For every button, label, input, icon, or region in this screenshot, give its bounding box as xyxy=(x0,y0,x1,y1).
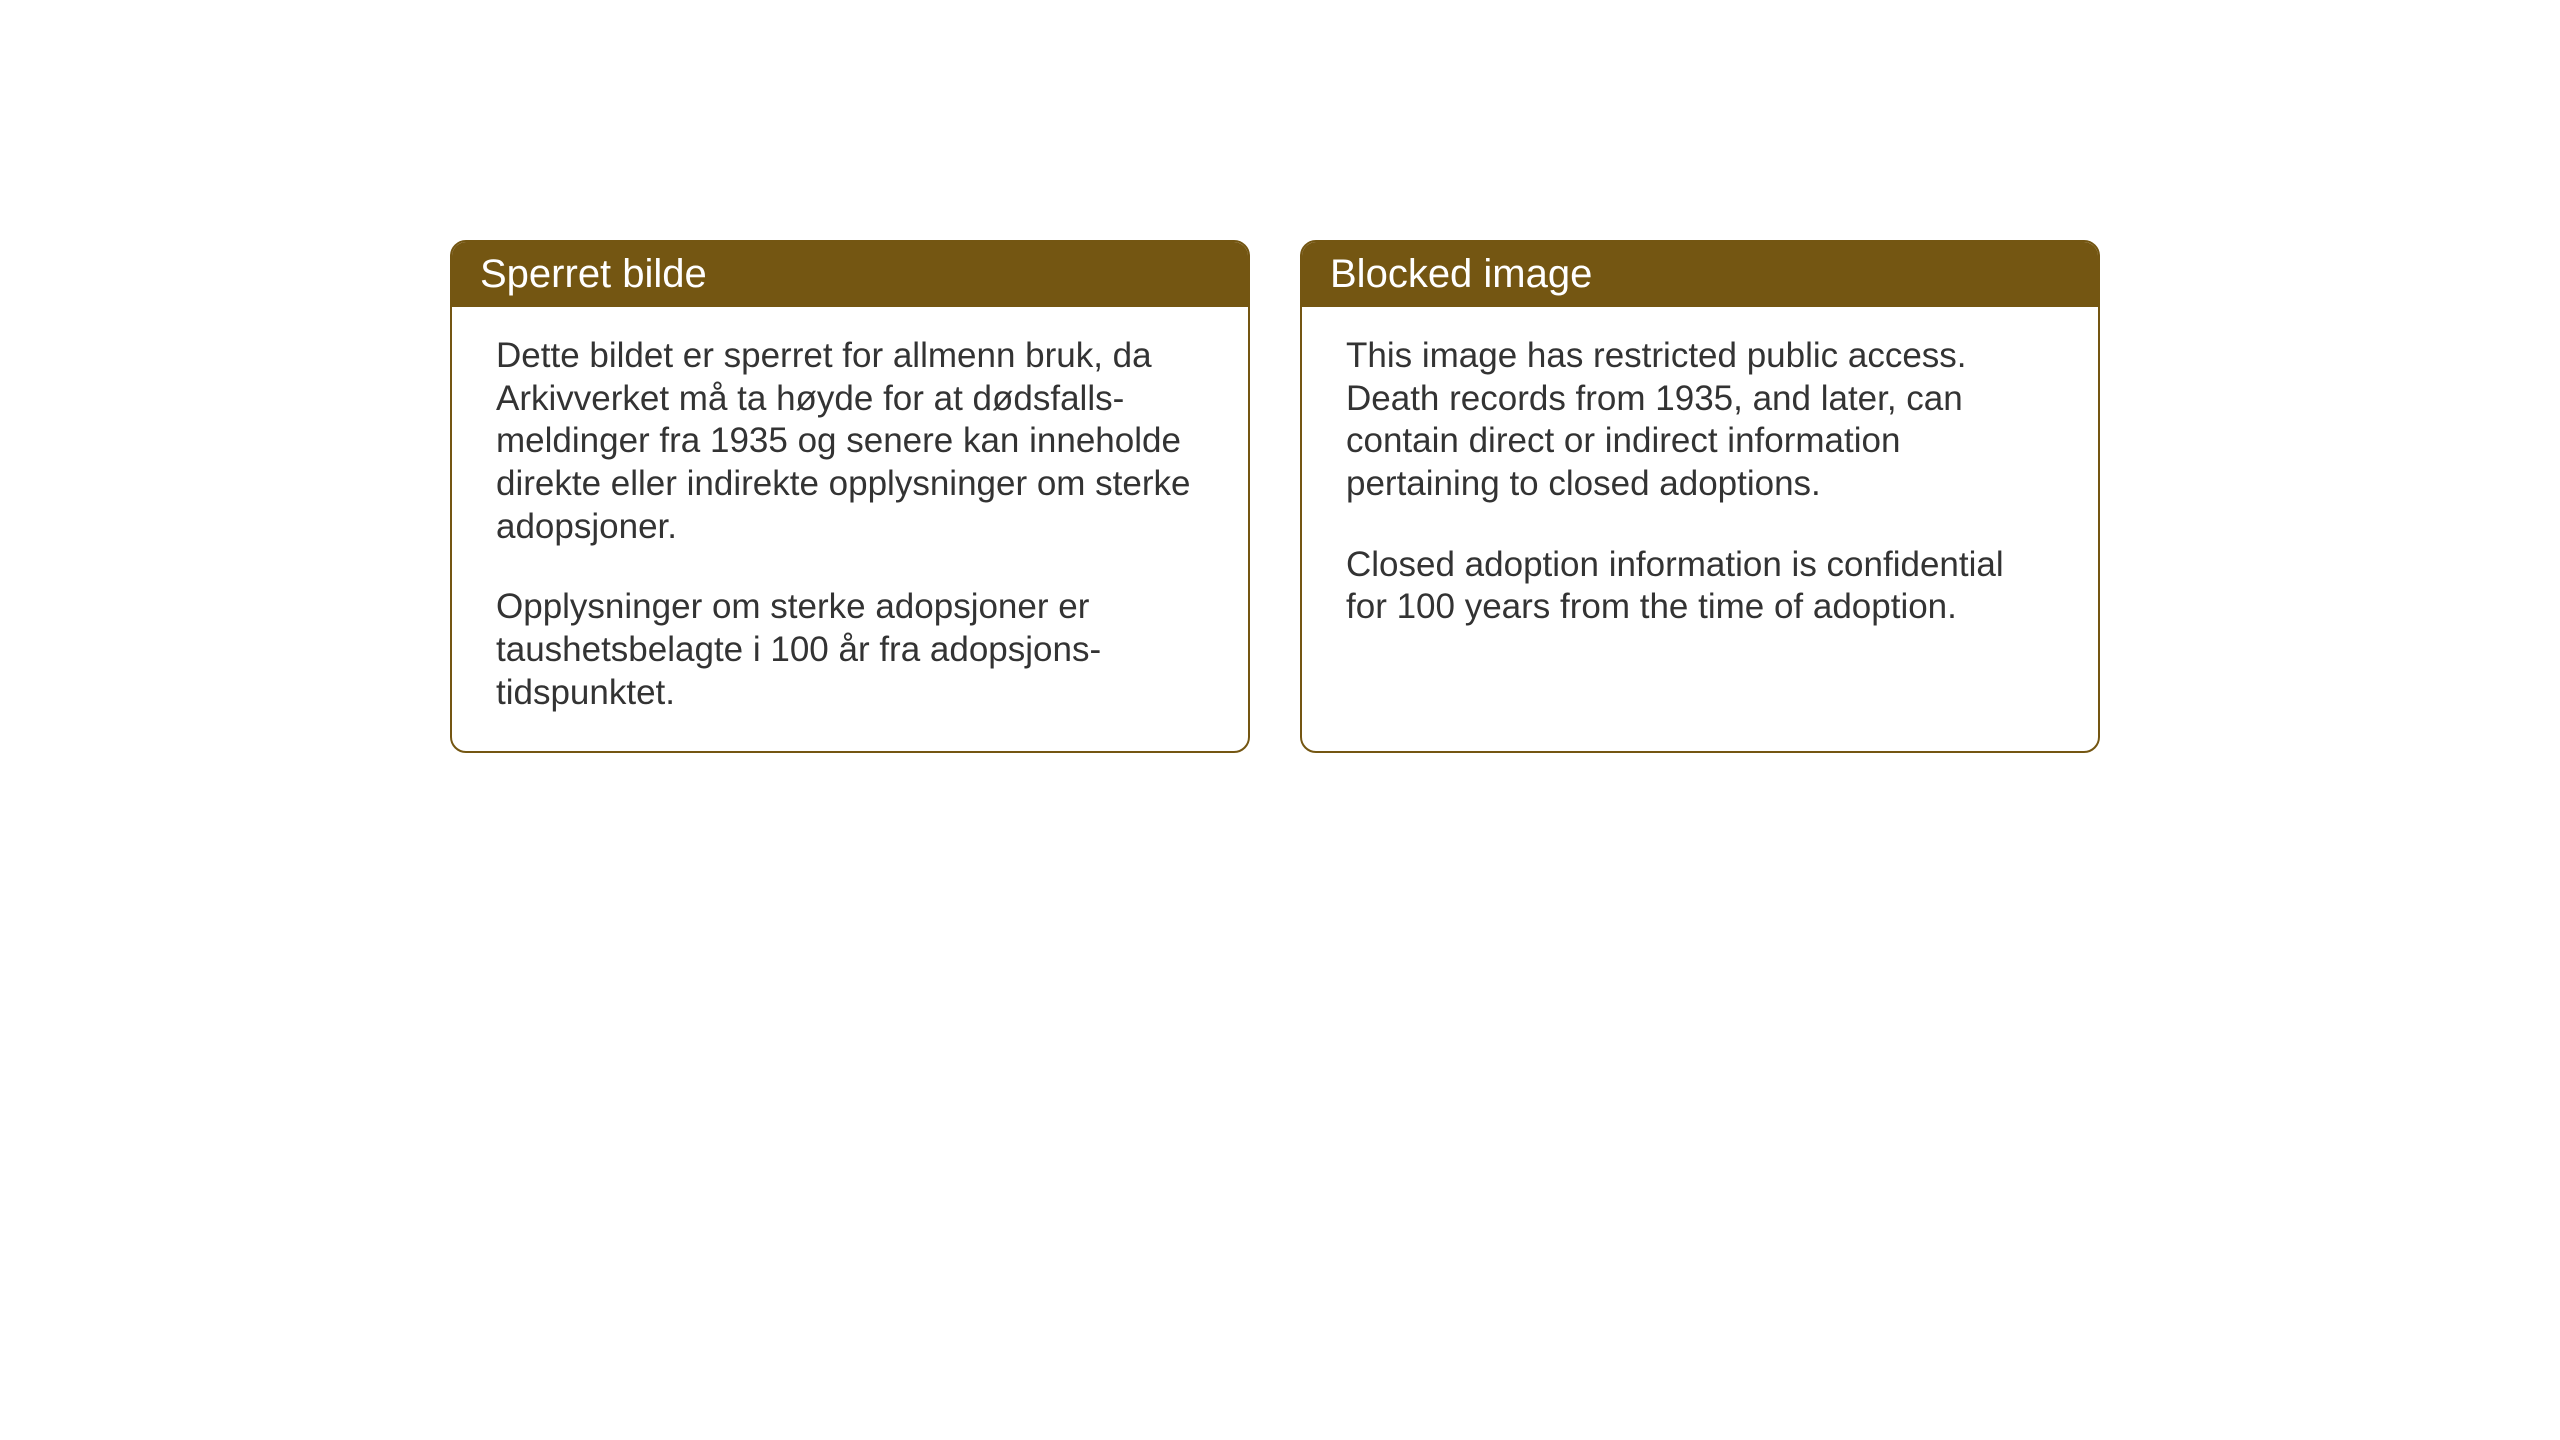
card-norwegian-header: Sperret bilde xyxy=(452,242,1248,307)
card-english: Blocked image This image has restricted … xyxy=(1300,240,2100,753)
card-norwegian-para2: Opplysninger om sterke adopsjoner er tau… xyxy=(496,586,1204,714)
card-norwegian-body: Dette bildet er sperret for allmenn bruk… xyxy=(452,307,1248,751)
cards-container: Sperret bilde Dette bildet er sperret fo… xyxy=(450,240,2100,753)
card-norwegian-title: Sperret bilde xyxy=(480,252,707,296)
card-english-body: This image has restricted public access.… xyxy=(1302,307,2098,665)
card-english-title: Blocked image xyxy=(1330,252,1592,296)
card-english-para1: This image has restricted public access.… xyxy=(1346,335,2054,506)
card-norwegian-para1: Dette bildet er sperret for allmenn bruk… xyxy=(496,335,1204,548)
card-english-header: Blocked image xyxy=(1302,242,2098,307)
card-norwegian: Sperret bilde Dette bildet er sperret fo… xyxy=(450,240,1250,753)
card-english-para2: Closed adoption information is confident… xyxy=(1346,544,2054,629)
